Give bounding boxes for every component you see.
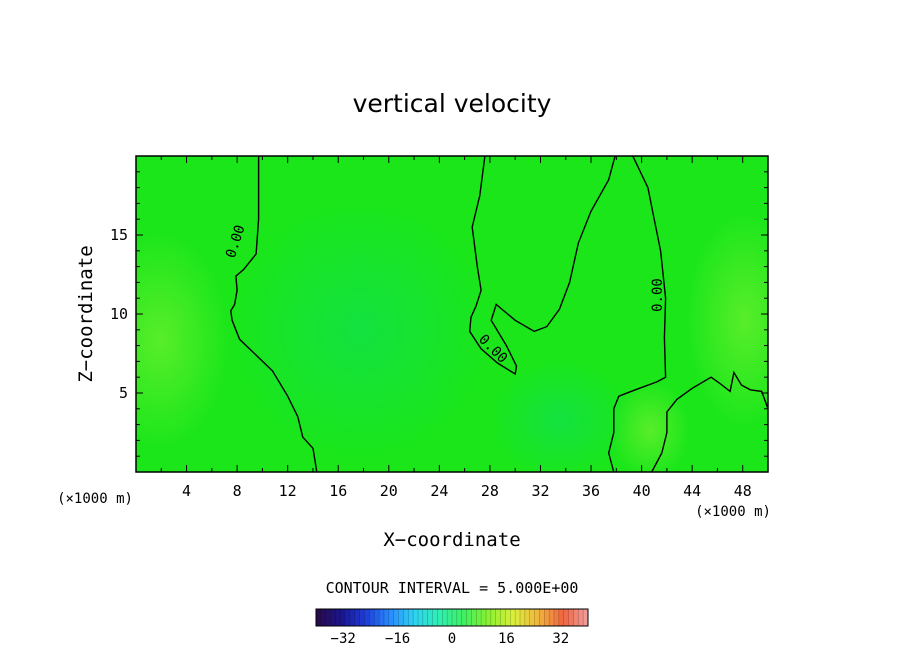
colorbar-swatch xyxy=(379,609,385,626)
colorbar-swatch xyxy=(388,609,395,626)
colorbar-swatch xyxy=(481,609,487,626)
colorbar-swatch xyxy=(583,609,589,626)
colorbar-tick-label: −16 xyxy=(385,631,410,647)
colorbar-swatch xyxy=(510,609,516,626)
colorbar-swatch xyxy=(515,609,521,626)
x-tick-label: 8 xyxy=(233,482,242,500)
colorbar-ticks: −32 −16 0 16 32 xyxy=(331,631,570,647)
zero-contour-line xyxy=(468,156,616,376)
plot-area: 0.000.000.00 4 8 12 16 20 24 28 32 36 40 44 48 5101… xyxy=(110,155,769,500)
colorbar-swatch xyxy=(403,609,409,626)
x-tick-label: 28 xyxy=(481,482,499,500)
colorbar-swatch xyxy=(554,609,560,626)
y-tick-label: 15 xyxy=(110,226,128,244)
colorbar-swatch xyxy=(461,609,467,626)
colorbar-swatch xyxy=(364,609,370,626)
colorbar-swatch xyxy=(432,609,438,626)
chart-title: vertical velocity xyxy=(353,89,552,118)
contour-label: 0.00 xyxy=(650,278,666,312)
colorbar-swatch xyxy=(500,609,506,626)
colorbar-swatch xyxy=(563,609,569,626)
field-shading xyxy=(136,200,768,472)
colorbar-swatch xyxy=(354,609,361,626)
colorbar-tick-label: 16 xyxy=(498,631,515,647)
colorbar-swatch xyxy=(466,609,472,626)
x-unit-left: (×1000 m) xyxy=(57,491,133,507)
colorbar-swatch xyxy=(558,609,565,626)
colorbar-swatch xyxy=(505,609,511,626)
colorbar-swatch xyxy=(524,609,531,626)
colorbar-tick-label: 0 xyxy=(448,631,456,647)
colorbar-swatch xyxy=(573,609,579,626)
x-axis-ticks: 4 8 12 16 20 24 28 32 36 40 44 48 xyxy=(160,156,752,500)
colorbar-swatch xyxy=(539,609,545,626)
x-tick-label: 36 xyxy=(582,482,600,500)
colorbar-swatch xyxy=(544,609,550,626)
colorbar-swatch xyxy=(476,609,482,626)
colorbar-swatch xyxy=(330,609,336,626)
contour-interval-text: CONTOUR INTERVAL = 5.000E+00 xyxy=(326,579,579,597)
colorbar-swatch xyxy=(384,609,390,626)
colorbar xyxy=(315,608,589,627)
x-unit-right: (×1000 m) xyxy=(695,504,771,520)
x-tick-label: 4 xyxy=(182,482,191,500)
y-axis-label: Z−coordinate xyxy=(75,245,97,382)
colorbar-swatch xyxy=(486,609,492,626)
y-tick-label: 10 xyxy=(110,305,128,323)
colorbar-swatch xyxy=(568,609,574,626)
colorbar-swatch xyxy=(345,609,351,626)
colorbar-swatch xyxy=(534,609,540,626)
colorbar-swatch xyxy=(359,609,365,626)
colorbar-swatch xyxy=(340,609,346,626)
colorbar-tick-label: −32 xyxy=(331,631,356,647)
y-axis-ticks: 5 10 15 xyxy=(110,171,768,457)
colorbar-swatch xyxy=(578,609,584,626)
colorbar-swatch xyxy=(398,609,404,626)
zero-contours xyxy=(230,156,768,472)
colorbar-swatch xyxy=(374,609,380,626)
x-tick-label: 40 xyxy=(633,482,651,500)
colorbar-swatch xyxy=(369,609,375,626)
colorbar-swatch xyxy=(418,609,424,626)
colorbar-swatch xyxy=(490,609,497,626)
colorbar-swatch xyxy=(437,609,443,626)
x-tick-label: 48 xyxy=(734,482,752,500)
x-tick-label: 12 xyxy=(279,482,297,500)
zero-contour-line xyxy=(230,156,318,472)
x-tick-label: 24 xyxy=(430,482,448,500)
colorbar-swatch xyxy=(408,609,414,626)
colorbar-swatch xyxy=(456,609,463,626)
colorbar-swatch xyxy=(529,609,535,626)
colorbar-swatch xyxy=(471,609,477,626)
colorbar-swatch xyxy=(422,609,429,626)
colorbar-swatch xyxy=(427,609,433,626)
colorbar-swatch xyxy=(393,609,399,626)
colorbar-swatch xyxy=(442,609,448,626)
colorbar-swatch xyxy=(549,609,555,626)
colorbar-swatch xyxy=(520,609,526,626)
zero-contour-line xyxy=(651,370,768,472)
colorbar-swatch xyxy=(325,609,331,626)
colorbar-swatch xyxy=(320,609,327,626)
colorbar-swatch xyxy=(447,609,453,626)
x-tick-label: 16 xyxy=(329,482,347,500)
colorbar-swatch xyxy=(495,609,501,626)
y-tick-label: 5 xyxy=(119,384,128,402)
zero-contour-line xyxy=(607,156,667,472)
colorbar-swatch xyxy=(413,609,419,626)
colorbar-tick-label: 32 xyxy=(552,631,569,647)
colorbar-swatch xyxy=(316,609,322,626)
colorbar-swatch xyxy=(335,609,341,626)
x-tick-label: 20 xyxy=(380,482,398,500)
x-tick-label: 44 xyxy=(683,482,701,500)
colorbar-swatch xyxy=(350,609,356,626)
x-axis-label: X−coordinate xyxy=(383,529,520,551)
colorbar-frame xyxy=(315,608,589,627)
x-tick-label: 32 xyxy=(531,482,549,500)
colorbar-swatch xyxy=(452,609,458,626)
